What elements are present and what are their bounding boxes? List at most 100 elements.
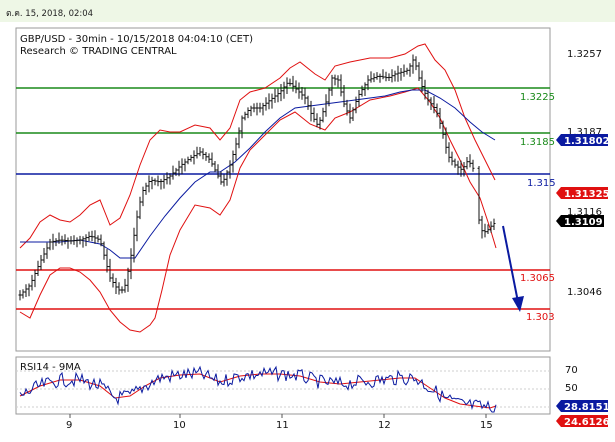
ohlc-bar <box>24 284 28 297</box>
ohlc-bar <box>48 238 52 251</box>
forecast-arrow <box>502 225 524 312</box>
ohlc-bar <box>171 165 175 180</box>
ohlc-bar <box>96 235 100 243</box>
ohlc-bar <box>381 69 385 80</box>
ohlc-bar <box>123 278 127 293</box>
rsi-value-badge: 28.8151 <box>556 400 610 413</box>
ohlc-bar <box>462 162 466 177</box>
ohlc-bar <box>135 210 139 242</box>
ohlc-bar <box>195 146 199 159</box>
ohlc-bar <box>285 77 289 94</box>
ohlc-bar <box>186 156 190 165</box>
level-label-1.303: 1.303 <box>526 312 555 323</box>
ohlc-bar <box>357 90 361 107</box>
ohlc-bar <box>102 241 106 260</box>
ohlc-bar <box>372 73 376 83</box>
ohlc-bar <box>399 68 403 81</box>
level-label-1.315: 1.315 <box>527 178 556 189</box>
svg-text:1.31802: 1.31802 <box>564 136 610 147</box>
ohlc-bar <box>90 230 94 242</box>
ohlc-bar <box>228 160 232 179</box>
ohlc-bar <box>456 160 460 175</box>
ohlc-bar <box>141 186 145 207</box>
ohlc-bar <box>441 120 445 139</box>
bollinger-lower-band <box>19 87 497 333</box>
ohlc-bar <box>231 150 235 173</box>
svg-text:1.3109: 1.3109 <box>564 217 603 228</box>
ohlc-bar <box>87 231 91 241</box>
moving-average <box>20 89 496 259</box>
ohlc-bar <box>66 237 70 249</box>
ohlc-bar <box>111 273 115 288</box>
ohlc-bar <box>153 178 157 186</box>
ohlc-bar <box>339 74 343 97</box>
ohlc-bar <box>213 161 217 172</box>
ohlc-bar <box>63 234 67 245</box>
ohlc-bar <box>42 248 46 263</box>
ohlc-bar <box>126 267 130 292</box>
ohlc-bar <box>351 107 355 121</box>
ohlc-bar <box>435 103 439 118</box>
ohlc-bar <box>252 103 256 113</box>
ohlc-bar <box>408 63 412 77</box>
ohlc-bar <box>483 223 487 238</box>
ohlc-bar <box>315 113 319 128</box>
ohlc-bar <box>189 154 193 162</box>
x-axis: 9 10 11 12 15 <box>66 414 493 431</box>
ohlc-bar <box>183 158 187 172</box>
ohlc-bar <box>330 74 334 96</box>
ohlc-bar <box>240 115 244 139</box>
ohlc-bar <box>36 260 40 276</box>
rsi-tick-50: 50 <box>565 383 578 394</box>
ohlc-bar <box>69 236 73 245</box>
pivot-price-badge: 1.31802 <box>556 134 610 147</box>
datestamp: ต.ค. 15, 2018, 02:04 <box>6 9 94 19</box>
ohlc-bar <box>150 176 154 190</box>
ohlc-bar <box>81 236 85 248</box>
ohlc-bar <box>138 196 142 220</box>
ohlc-bar <box>264 97 268 111</box>
y-tick-1.3257: 1.3257 <box>567 49 602 60</box>
x-label-10: 10 <box>173 420 186 431</box>
ohlc-bar <box>480 215 484 239</box>
ohlc-bar <box>363 82 367 96</box>
ohlc-bar <box>348 103 352 124</box>
ohlc-bar <box>18 290 22 301</box>
ohlc-bar <box>33 269 37 288</box>
ohlc-bar <box>60 235 64 246</box>
ohlc-bar <box>78 235 82 245</box>
ohlc-bar <box>159 178 163 190</box>
ohlc-bar <box>147 175 151 193</box>
ohlc-bar <box>447 142 451 163</box>
ohlc-bar <box>168 173 172 185</box>
ohlc-bar <box>375 72 379 80</box>
y-tick-1.3116: 1.3116 <box>567 207 602 218</box>
moving-average-line <box>20 89 496 259</box>
ohlc-bar <box>354 96 358 114</box>
ohlc-bar <box>324 94 328 117</box>
ohlc-bar <box>117 282 121 295</box>
level-label-1.3225: 1.3225 <box>520 92 555 103</box>
ohlc-bar <box>426 89 430 106</box>
ohlc-bar <box>390 69 394 83</box>
ohlc-bar <box>306 95 310 110</box>
ohlc-bar <box>219 171 223 185</box>
ohlc-bar <box>300 87 304 100</box>
ohlc-bar <box>444 127 448 154</box>
ohlc-bar <box>204 152 208 161</box>
ohlc-bar <box>459 160 463 177</box>
band-price-badge: 1.31325 <box>556 187 610 200</box>
ohlc-bar <box>333 74 337 86</box>
ohlc-bar <box>465 157 469 170</box>
ohlc-bar <box>414 56 418 71</box>
ohlc-bar <box>402 64 406 77</box>
forecast-arrow-head <box>512 296 524 312</box>
svg-text:24.6126: 24.6126 <box>564 417 610 428</box>
ohlc-bar <box>345 99 349 116</box>
level-label-1.3185: 1.3185 <box>520 137 555 148</box>
ohlc-bar <box>321 107 325 123</box>
ohlc-bar <box>105 249 109 273</box>
ohlc-bar <box>237 127 241 149</box>
ohlc-bar <box>369 71 373 83</box>
